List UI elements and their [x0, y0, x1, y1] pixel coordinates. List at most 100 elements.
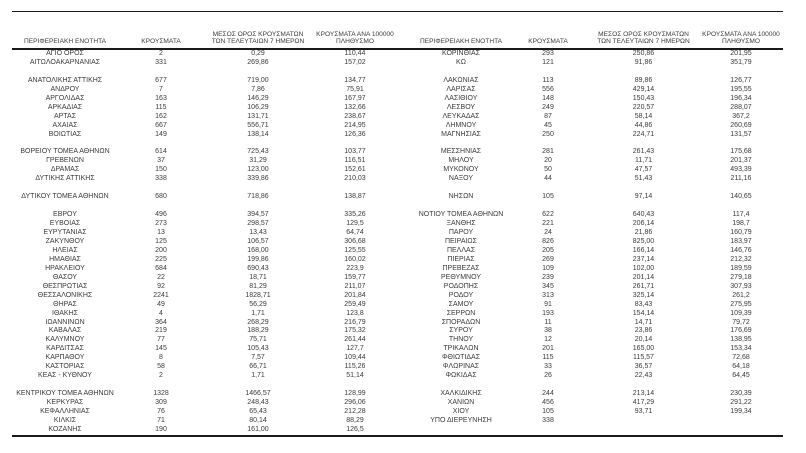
region-name-cell: ΑΝΔΡΟΥ	[50, 85, 80, 93]
region-name-cell: ΜΑΓΝΗΣΙΑΣ	[441, 130, 481, 138]
cases-cell: 4	[159, 309, 163, 317]
region-name-cell: ΔΡΑΜΑΣ	[50, 166, 80, 174]
region-name-cell: ΚΑΡΔΙΤΣΑΣ	[46, 345, 84, 353]
region-name-cell: ΧΙΟΥ	[452, 408, 470, 416]
region-name-cell: ΑΡΚΑΔΙΑΣ	[47, 103, 83, 111]
region-name-cell: ΛΗΜΝΟΥ	[445, 121, 477, 129]
per100k-cell: 212,32	[730, 255, 752, 263]
avg7-cell: 83,43	[634, 300, 653, 308]
column-gap	[398, 229, 414, 238]
per100k-cell: 79,72	[732, 318, 750, 326]
avg7-cell: 161,00	[247, 425, 269, 433]
avg7-cell: 106,29	[247, 103, 269, 111]
per100k-cell: 134,77	[344, 76, 366, 84]
region-name-cell: ΛΕΥΚΑΔΑΣ	[442, 112, 480, 120]
avg7-cell: 250,86	[632, 50, 655, 57]
avg7-cell: 138,14	[247, 130, 269, 138]
avg7-cell: 690,43	[247, 264, 269, 272]
avg7-cell: 718,86	[247, 193, 269, 201]
column-gap	[398, 140, 414, 149]
column-gap	[398, 426, 414, 436]
table-row: ΑΝΔΡΟΥ 7 7,86 75,91 ΛΑΡΙΣΑΣ 556 429,14 195,55	[12, 86, 783, 95]
per100k-cell: 195,55	[730, 85, 752, 93]
avg7-cell: 7,57	[251, 354, 265, 362]
header-region-right: ΠΕΡΙΦΕΡΕΙΑΚΗ ΕΝΟΤΗΤΑ	[419, 38, 503, 46]
cases-cell	[508, 381, 588, 390]
table-row: ΑΙΤΩΛΟΑΚΑΡΝΑΝΙΑΣ 331 269,86 157,02 ΚΩ 121 91,8…	[12, 59, 783, 68]
cases-cell: 91	[544, 300, 552, 308]
avg7-cell: 93,71	[634, 408, 653, 416]
cases-cell: 148	[542, 94, 554, 102]
region-name-cell: ΥΠΟ ΔΙΕΡΕΥΝΗΣΗ	[430, 417, 492, 424]
region-name-cell: ΞΑΝΘΗΣ	[446, 220, 476, 228]
column-gap	[398, 319, 414, 328]
region-name-cell: ΑΧΑΪΑΣ	[52, 121, 78, 129]
region-name-cell: ΘΕΣΣΑΛΟΝΙΚΗΣ	[37, 291, 93, 299]
per100k-cell: 275,95	[730, 300, 752, 308]
region-name-cell: ΛΑΡΙΣΑΣ	[446, 85, 476, 93]
per100k-cell: 109,39	[730, 309, 752, 317]
cases-cell: 239	[542, 273, 554, 281]
region-name-cell	[12, 184, 118, 193]
cases-cell	[118, 140, 204, 149]
cases-cell: 193	[542, 309, 554, 317]
header-row: ΠΕΡΙΦΕΡΕΙΑΚΗ ΕΝΟΤΗΤΑ ΚΡΟΥΣΜΑΤΑ ΜΕΣΟΣ ΟΡΟ…	[12, 12, 783, 49]
per100k-cell: 175,32	[344, 327, 366, 335]
per100k-cell: 109,44	[344, 354, 366, 362]
cases-cell	[508, 426, 588, 436]
column-gap	[398, 301, 414, 310]
avg7-cell: 325,14	[632, 291, 655, 299]
region-name-cell: ΕΥΡΥΤΑΝΙΑΣ	[43, 229, 87, 236]
avg7-cell: 166,14	[632, 246, 655, 254]
cases-cell: 684	[155, 264, 167, 272]
cases-cell: 22	[157, 273, 165, 281]
header-per100k-left: ΚΡΟΥΣΜΑΤΑ ΑΝΑ 100000 ΠΛΗΘΥΣΜΟ	[316, 30, 394, 46]
avg7-cell	[588, 381, 699, 390]
column-gap	[398, 202, 414, 211]
avg7-cell: 394,57	[247, 211, 269, 219]
cases-cell: 58	[157, 363, 165, 371]
spacer-row	[12, 184, 783, 193]
cases-cell: 677	[155, 76, 167, 84]
region-name-cell: ΔΥΤΙΚΟΥ ΤΟΜΕΑ ΑΘΗΝΩΝ	[21, 193, 109, 201]
per100k-cell: 291,22	[730, 399, 752, 407]
avg7-cell: 106,57	[247, 237, 269, 245]
column-gap	[398, 95, 414, 104]
table-row: ΘΑΣΟΥ 22 18,71 159,77 ΡΕΘΥΜΝΟΥ 239 201,14 279,1…	[12, 274, 783, 283]
per100k-cell: 160,02	[344, 255, 366, 263]
region-name-cell: ΠΕΙΡΑΙΩΣ	[445, 237, 477, 245]
region-name-cell: ΚΩ	[456, 58, 466, 66]
avg7-cell: 105,43	[247, 345, 269, 353]
avg7-cell	[204, 202, 312, 211]
per100k-cell: 223,9	[346, 264, 364, 272]
cases-cell: 331	[155, 58, 167, 66]
cases-cell: 201	[542, 345, 554, 353]
per100k-cell: 126,77	[730, 76, 752, 84]
cases-cell: 345	[542, 282, 554, 290]
cases-cell: 680	[155, 193, 167, 201]
cases-cell: 49	[157, 300, 165, 308]
avg7-cell: 36,57	[634, 363, 653, 371]
cases-cell: 2241	[153, 291, 169, 299]
per100k-cell: 128,99	[344, 390, 366, 398]
table-row: ΑΡΤΑΣ 162 131,71 238,67 ΛΕΥΚΑΔΑΣ 87 58,14 367,2	[12, 113, 783, 122]
region-name-cell: ΜΗΛΟΥ	[448, 157, 474, 165]
header-cases-left: ΚΡΟΥΣΜΑΤΑ	[141, 38, 181, 46]
cases-cell: 38	[544, 327, 552, 335]
region-name-cell: ΠΡΕΒΕΖΑΣ	[442, 264, 480, 272]
per100k-cell: 129,5	[346, 220, 364, 228]
column-gap	[398, 122, 414, 131]
cases-cell: 1328	[153, 390, 169, 398]
column-gap	[398, 417, 414, 426]
cases-cell: 50	[544, 166, 552, 174]
region-name-cell: ΚΑΛΥΜΝΟΥ	[45, 336, 85, 344]
per100k-cell: 279,18	[730, 273, 752, 281]
region-name-cell: ΧΑΛΚΙΔΙΚΗΣ	[440, 390, 482, 398]
region-name-cell	[414, 140, 508, 149]
cases-cell: 113	[542, 76, 554, 84]
avg7-cell: 417,29	[632, 399, 655, 407]
table-row: ΚΑΡΠΑΘΟΥ 8 7,57 109,44 ΦΘΙΩΤΙΔΑΣ 115 115,57 72,…	[12, 354, 783, 363]
cases-cell: 313	[542, 291, 554, 299]
table-row: ΘΕΣΠΡΩΤΙΑΣ 92 81,29 211,07 ΡΟΔΟΠΗΣ 345 261,71 3…	[12, 283, 783, 292]
per100k-cell: 110,44	[344, 50, 366, 57]
